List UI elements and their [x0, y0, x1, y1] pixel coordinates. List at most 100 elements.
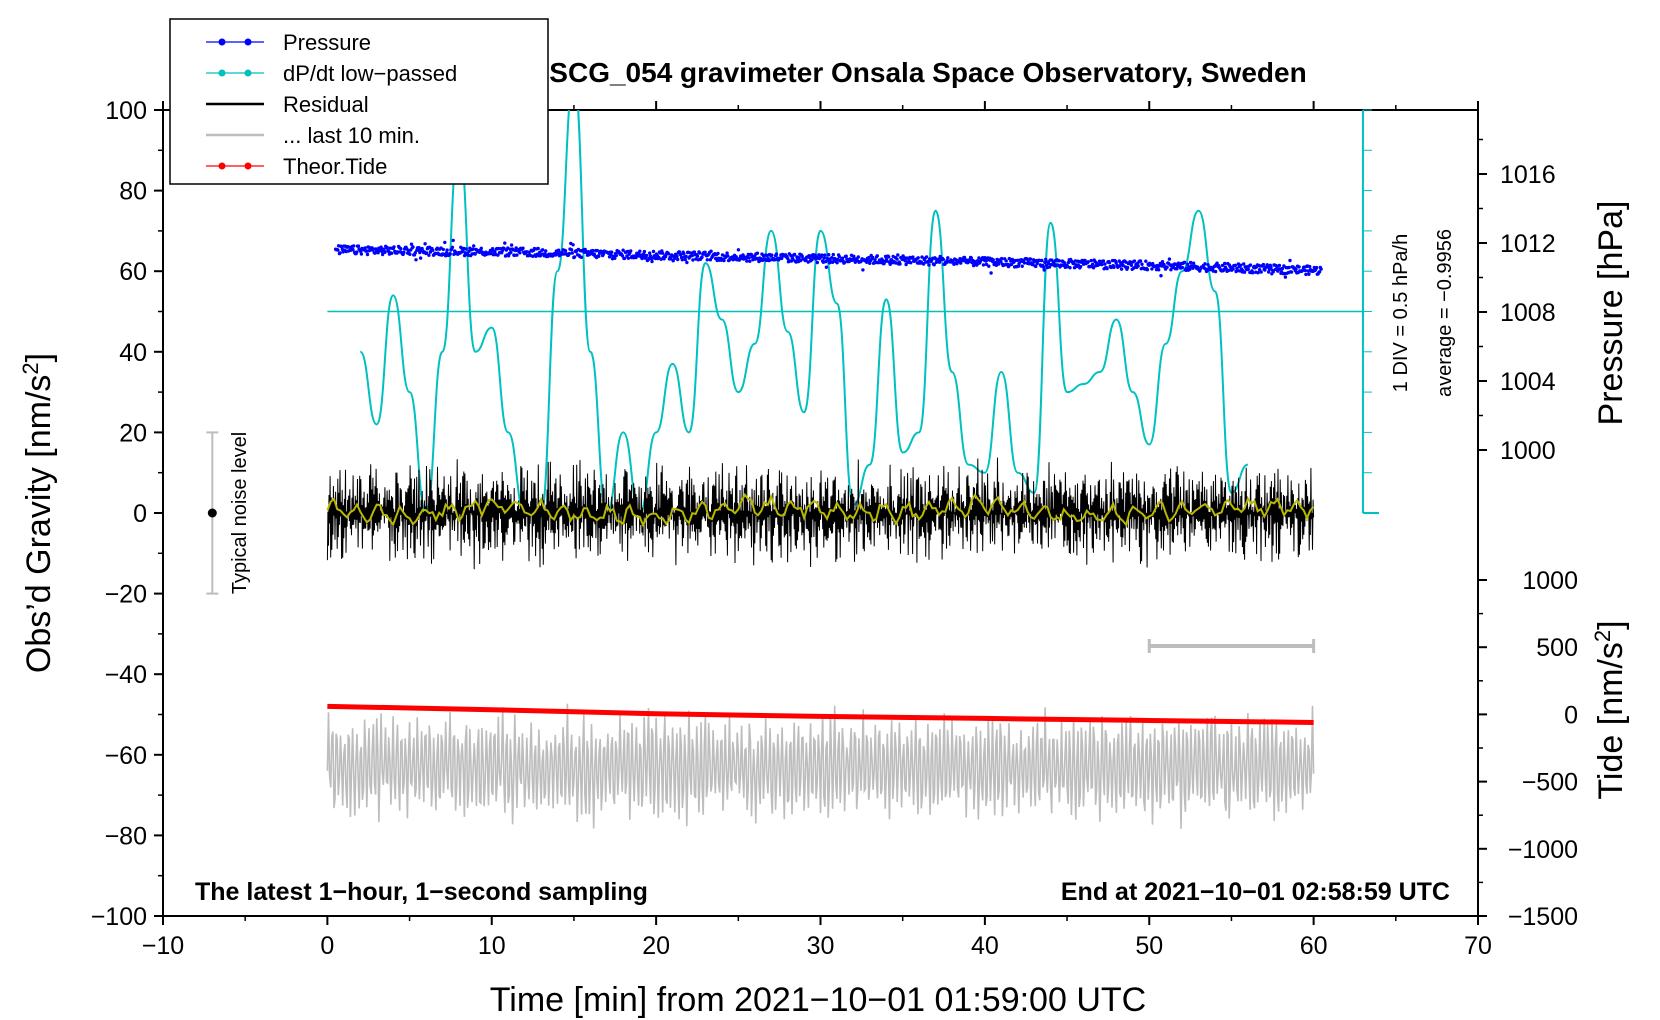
- pressure-point: [451, 238, 455, 243]
- pressure-point: [844, 254, 848, 258]
- pressure-point: [1271, 270, 1276, 274]
- noise-bar-center: [207, 508, 217, 518]
- pressure-point: [1034, 264, 1038, 269]
- pressure-point: [815, 260, 819, 265]
- pressure-point: [638, 249, 642, 253]
- pressure-point: [1078, 264, 1083, 269]
- pressure-point: [563, 249, 568, 253]
- pressure-point: [1231, 267, 1235, 271]
- pressure-point: [614, 253, 618, 258]
- pressure-point: [909, 261, 913, 265]
- pressure-point: [887, 255, 891, 259]
- tide-axis-title: Tide [nm/s2]: [1590, 620, 1630, 799]
- pressure-point: [1308, 264, 1312, 269]
- pressure-point: [1206, 263, 1210, 267]
- pressure-point: [774, 252, 779, 256]
- pressure-point: [1259, 270, 1263, 274]
- pressure-point: [413, 251, 417, 255]
- y-tick-labels: −100 −80 −60 −40 −20 0 20 40 60 80 100: [91, 97, 147, 931]
- pressure-point: [1203, 262, 1207, 266]
- pressure-point: [692, 250, 697, 254]
- pressure-point: [365, 252, 370, 257]
- pressure-point: [1020, 264, 1024, 268]
- pressure-point: [1066, 260, 1071, 265]
- pressure-point: [822, 256, 826, 260]
- pressure-point: [591, 248, 595, 253]
- legend-marker: [218, 69, 226, 77]
- pressure-point: [418, 250, 422, 255]
- pressure-point: [450, 245, 455, 249]
- pressure-point: [355, 250, 359, 254]
- pressure-point: [613, 256, 617, 260]
- pressure-point: [409, 242, 414, 246]
- legend-marker: [244, 38, 252, 46]
- pressure-point: [1269, 265, 1273, 270]
- pressure-point: [700, 255, 704, 259]
- pressure-point: [1314, 265, 1319, 270]
- pressure-point: [571, 243, 575, 247]
- pressure-point: [736, 248, 741, 252]
- pressure-point: [690, 253, 694, 258]
- pressure-point: [1283, 275, 1288, 279]
- pressure-point: [1304, 272, 1308, 277]
- pressure-point: [837, 254, 841, 259]
- axis-ticks: [154, 101, 1487, 925]
- pressure-point: [595, 248, 599, 253]
- pressure-point: [827, 253, 831, 257]
- pressure-point: [448, 252, 452, 256]
- pressure-point: [800, 254, 804, 258]
- pressure-point: [424, 251, 429, 255]
- pressure-point: [1263, 268, 1267, 272]
- pressure-point: [975, 259, 980, 263]
- pressure-point: [503, 241, 507, 245]
- pressure-point: [359, 252, 364, 256]
- pressure-point: [471, 247, 475, 251]
- pressure-point: [1242, 270, 1247, 274]
- pressure-point: [518, 251, 522, 255]
- pressure-point: [1242, 262, 1246, 266]
- pressure-point: [1091, 262, 1095, 266]
- legend-label: ... last 10 min.: [283, 123, 420, 148]
- y-tick-label: 100: [105, 97, 147, 125]
- pressure-point: [1101, 259, 1106, 263]
- pressure-point: [1103, 262, 1107, 266]
- pressure-point: [875, 254, 879, 258]
- pressure-point: [1145, 268, 1150, 272]
- pressure-point: [648, 251, 652, 255]
- pressure-point: [1220, 263, 1225, 268]
- pressure-point: [1091, 266, 1096, 270]
- pressure-point: [379, 245, 383, 249]
- pressure-point: [1129, 263, 1134, 267]
- pressure-point: [1068, 266, 1072, 270]
- y-tick-label: 80: [119, 178, 147, 206]
- pressure-point: [1112, 265, 1116, 269]
- pressure-point: [1144, 259, 1148, 263]
- x-tick-label: 10: [478, 932, 506, 960]
- legend-marker: [218, 38, 226, 46]
- pressure-point: [418, 256, 423, 260]
- pressure-point: [698, 251, 702, 255]
- pressure-point: [1261, 262, 1266, 267]
- pressure-point: [544, 249, 548, 253]
- pressure-point: [461, 249, 465, 253]
- pressure-point: [890, 258, 894, 262]
- pressure-point: [1025, 257, 1029, 261]
- tide-series-line: [327, 703, 1314, 725]
- pressure-point: [1022, 261, 1027, 265]
- pressure-point: [726, 254, 730, 258]
- pressure-point: [1028, 257, 1033, 261]
- pressure-point: [626, 256, 631, 260]
- pressure-point: [852, 254, 856, 258]
- pressure-tick-label: 1016: [1500, 161, 1556, 189]
- pressure-point: [1185, 262, 1190, 266]
- pressure-point: [840, 256, 845, 260]
- pressure-point: [1191, 261, 1196, 265]
- x-tick-label: −10: [142, 932, 184, 960]
- pressure-point: [1105, 266, 1109, 271]
- pressure-point: [1289, 270, 1294, 274]
- pressure-point: [1125, 265, 1130, 270]
- pressure-point: [408, 252, 412, 256]
- pressure-point: [417, 246, 421, 250]
- y-axis-title-left-main: Obs’d Gravity [nm/s: [20, 375, 58, 674]
- pressure-point: [597, 254, 601, 258]
